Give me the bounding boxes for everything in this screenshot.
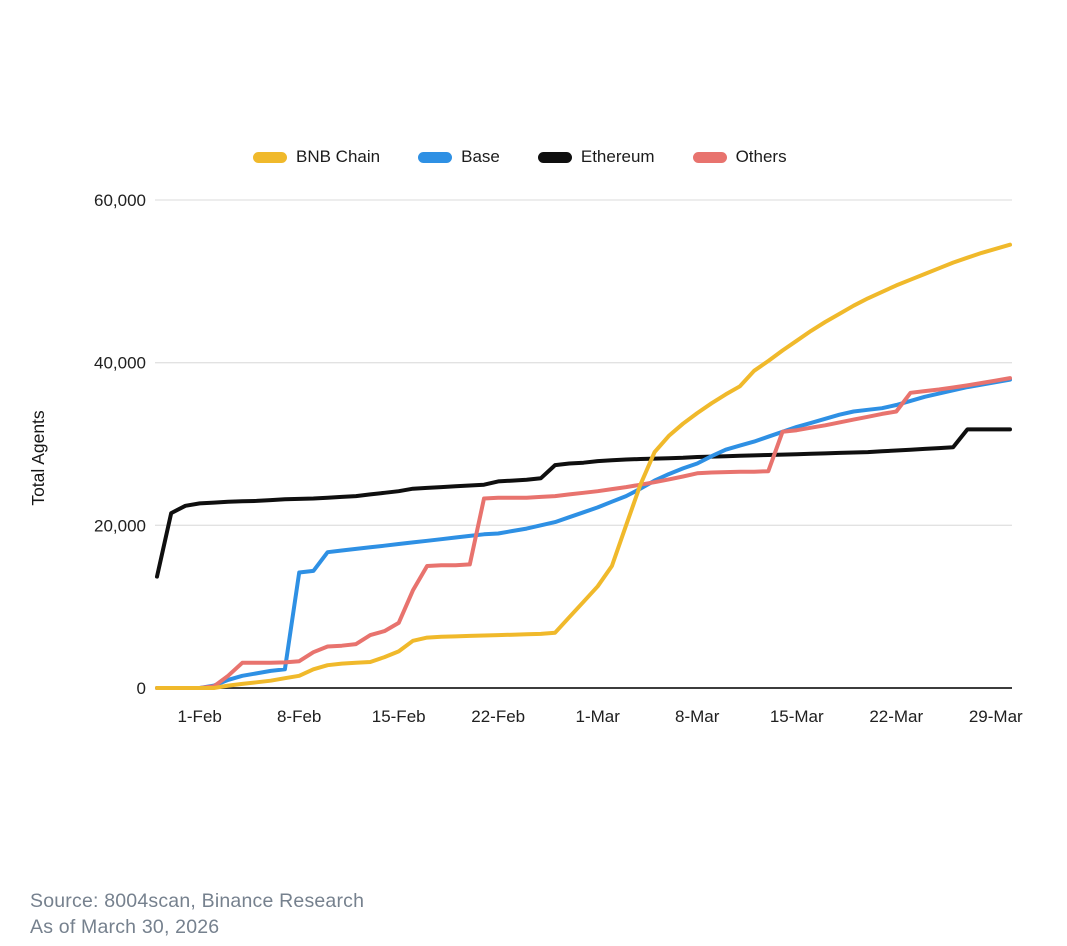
series-line-others <box>155 376 1012 690</box>
series-line-base <box>155 377 1012 690</box>
y-axis-tick-labels: 0 20,000 40,000 60,000 <box>94 191 146 698</box>
x-tick-label: 29-Mar <box>969 707 1023 726</box>
legend-item-others: Others <box>692 147 787 167</box>
x-tick-label: 22-Mar <box>869 707 923 726</box>
source-line: Source: 8004scan, Binance Research <box>30 890 365 912</box>
y-tick-label: 20,000 <box>94 516 146 535</box>
as-of-line: As of March 30, 2026 <box>30 916 220 938</box>
legend-label: Ethereum <box>580 147 655 166</box>
legend-swatch-icon <box>692 151 727 163</box>
legend-item-bnb-chain: BNB Chain <box>253 147 380 167</box>
legend-item-base: Base <box>418 147 500 167</box>
y-tick-label: 40,000 <box>94 354 146 373</box>
y-tick-label: 0 <box>137 679 146 698</box>
x-tick-label: 8-Feb <box>277 707 321 726</box>
series-line-ethereum <box>155 427 1012 579</box>
y-tick-label: 60,000 <box>94 191 146 210</box>
y-axis-title: Total Agents <box>28 410 48 506</box>
legend-label: Base <box>461 147 500 166</box>
x-tick-label: 15-Mar <box>770 707 824 726</box>
legend-item-ethereum: Ethereum <box>537 147 655 167</box>
legend: BNB Chain Base Ethereum Others <box>253 147 787 167</box>
x-tick-label: 22-Feb <box>471 707 525 726</box>
x-tick-label: 8-Mar <box>675 707 720 726</box>
legend-label: BNB Chain <box>296 147 381 166</box>
legend-label: Others <box>735 147 787 166</box>
legend-swatch-icon <box>253 151 287 163</box>
x-axis-tick-labels: 1-Feb 8-Feb 15-Feb 22-Feb 1-Mar 8-Mar 15-Mar 22… <box>177 707 1023 726</box>
x-tick-label: 15-Feb <box>372 707 426 726</box>
series-line-bnb-chain <box>155 242 1012 690</box>
gridlines <box>155 199 1012 689</box>
x-tick-label: 1-Feb <box>177 707 221 726</box>
data-series <box>155 242 1012 690</box>
legend-swatch-icon <box>537 151 572 163</box>
x-tick-label: 1-Mar <box>576 707 621 726</box>
legend-swatch-icon <box>418 151 453 163</box>
source-note: Source: 8004scan, Binance Research As of… <box>30 888 364 940</box>
